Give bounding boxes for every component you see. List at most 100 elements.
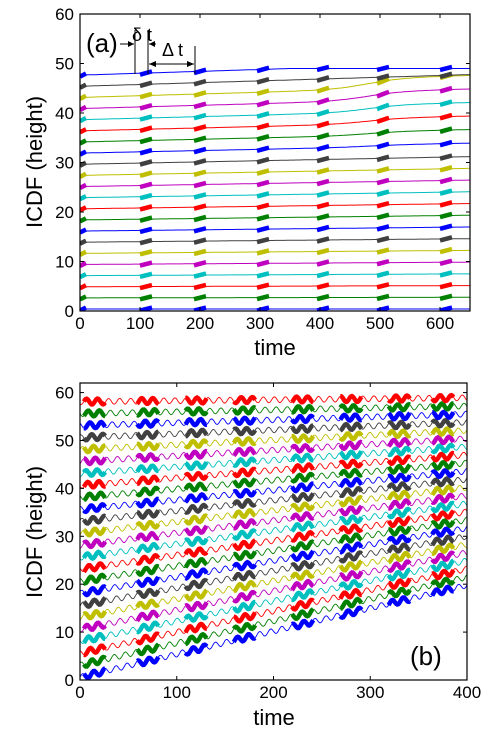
thick-segment xyxy=(290,529,316,543)
thick-segment xyxy=(231,621,258,634)
thick-segment xyxy=(376,154,390,163)
y-tick-label: 30 xyxy=(55,527,74,546)
thick-segment xyxy=(439,85,453,94)
thick-segment xyxy=(184,631,209,647)
thick-segment xyxy=(82,443,106,455)
thick-segment xyxy=(136,440,161,452)
thick-segment xyxy=(193,158,207,166)
thick-segment xyxy=(82,431,107,443)
thick-segment xyxy=(80,116,88,124)
thick-segment xyxy=(376,282,390,290)
thick-segment xyxy=(430,492,456,506)
thick-segment xyxy=(256,168,270,176)
series-line xyxy=(80,129,470,143)
delta-t-small-label: δ t xyxy=(132,25,152,45)
thick-segment xyxy=(290,597,315,612)
thick-segment xyxy=(376,64,390,73)
thick-segment xyxy=(376,177,390,186)
thick-segment xyxy=(316,293,330,302)
thick-segment xyxy=(80,171,88,179)
thick-segment xyxy=(82,584,107,598)
thick-segment xyxy=(387,559,412,574)
thick-segment xyxy=(139,282,153,291)
thick-segment xyxy=(338,430,364,442)
thick-segment xyxy=(82,502,108,515)
chart-b-series-lines xyxy=(80,392,467,680)
thick-segment xyxy=(376,73,390,82)
thick-segment xyxy=(232,487,258,499)
thick-segment xyxy=(386,506,412,520)
thick-segment xyxy=(256,213,270,222)
thick-segment xyxy=(430,468,456,480)
thick-segment xyxy=(256,236,270,245)
thick-segment xyxy=(439,112,453,121)
series-line xyxy=(80,156,470,165)
thick-segment xyxy=(135,541,160,555)
thick-segment xyxy=(81,620,107,632)
thick-segment xyxy=(193,282,207,291)
series-line xyxy=(80,102,470,121)
thick-segment xyxy=(80,82,88,90)
thick-segment xyxy=(82,537,108,550)
x-tick-label: 200 xyxy=(186,314,214,333)
thick-segment xyxy=(376,128,390,137)
thick-segment xyxy=(184,492,209,504)
thick-segment xyxy=(387,419,412,431)
series-line xyxy=(80,179,470,187)
y-tick-label: 60 xyxy=(55,384,74,403)
thick-segment xyxy=(139,170,153,178)
x-tick-label: 100 xyxy=(163,683,191,702)
thick-segment xyxy=(80,182,88,190)
thick-segment xyxy=(256,271,270,279)
thick-segment xyxy=(338,439,363,452)
thick-segment xyxy=(376,247,390,255)
thick-segment xyxy=(139,294,153,302)
y-tick-label: 50 xyxy=(55,55,74,74)
thick-segment xyxy=(82,608,108,621)
thick-segment xyxy=(338,485,364,498)
thick-segment xyxy=(231,528,257,541)
thick-segment xyxy=(386,489,411,501)
thick-segment xyxy=(386,595,412,607)
thick-segment xyxy=(135,631,160,646)
thick-segment xyxy=(316,64,330,73)
thick-segment xyxy=(139,69,153,77)
thick-segment xyxy=(338,587,362,600)
thick-segment xyxy=(290,481,314,494)
thick-segment xyxy=(193,271,207,279)
thick-segment xyxy=(135,530,160,543)
thick-segment xyxy=(376,189,390,197)
series-line xyxy=(80,273,470,277)
thick-segment xyxy=(256,145,270,154)
thick-segment xyxy=(80,283,88,291)
thick-segment xyxy=(256,111,270,119)
thick-segment xyxy=(316,259,330,267)
x-tick-label: 500 xyxy=(366,314,394,333)
thick-segment xyxy=(256,88,270,96)
thick-segment xyxy=(439,200,453,208)
thick-segment xyxy=(316,132,330,141)
thick-segment xyxy=(386,586,412,599)
thick-segment xyxy=(136,406,161,418)
y-tick-label: 0 xyxy=(65,671,74,690)
thick-segment xyxy=(291,588,315,603)
chart-panel-b: 0 100 200 300 400 0 10 20 30 40 50 60 (b) time ICDF… xyxy=(22,382,481,730)
series-line xyxy=(80,142,470,154)
thick-segment xyxy=(256,305,270,311)
thick-segment xyxy=(80,127,88,135)
thick-segment xyxy=(376,115,390,124)
thick-segment xyxy=(316,155,330,164)
x-tick-label: 400 xyxy=(453,683,481,702)
thick-segment xyxy=(290,413,315,425)
thick-segment xyxy=(183,481,208,493)
thick-segment xyxy=(135,563,160,577)
thick-segment xyxy=(193,124,207,132)
thick-segment xyxy=(184,460,209,472)
thick-segment xyxy=(256,134,270,142)
y-tick-label: 10 xyxy=(55,253,74,272)
thick-segment xyxy=(386,567,411,582)
series-line xyxy=(80,68,470,76)
thick-segment xyxy=(135,429,159,441)
thick-segment xyxy=(256,293,270,302)
